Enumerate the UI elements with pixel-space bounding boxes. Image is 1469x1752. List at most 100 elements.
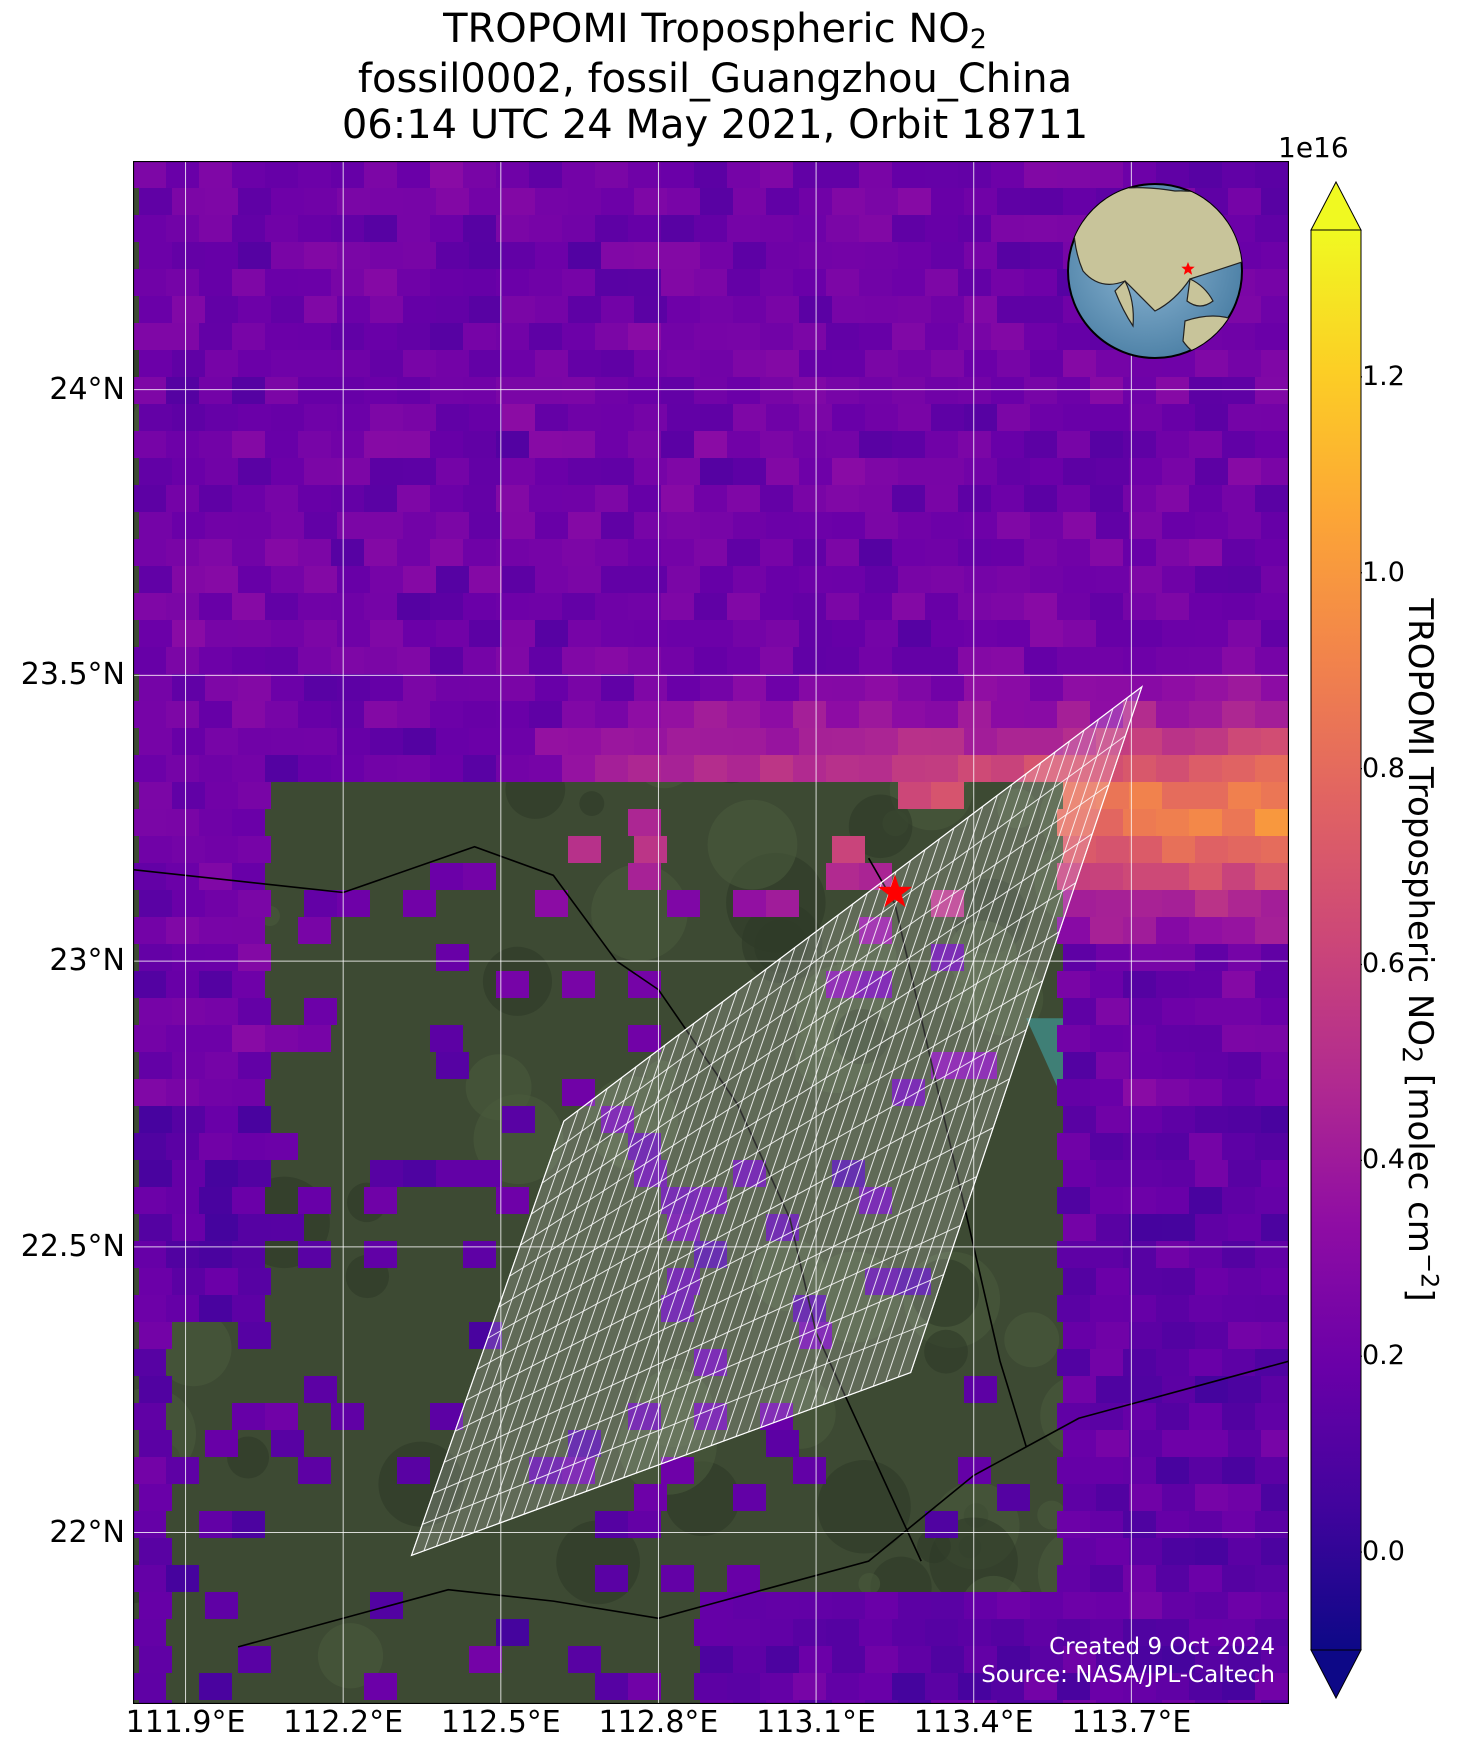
no2-pixel — [397, 1457, 430, 1484]
no2-pixel — [766, 296, 799, 323]
no2-pixel — [535, 188, 568, 215]
no2-pixel — [667, 188, 700, 215]
no2-pixel — [397, 323, 430, 350]
no2-pixel — [430, 755, 463, 782]
no2-pixel — [1090, 1349, 1123, 1376]
no2-pixel — [1096, 836, 1129, 863]
no2-pixel — [205, 1052, 238, 1079]
no2-pixel — [667, 458, 700, 485]
no2-pixel — [964, 728, 997, 755]
no2-pixel — [133, 1457, 166, 1484]
no2-pixel — [700, 566, 733, 593]
no2-pixel — [232, 647, 265, 674]
no2-pixel — [760, 269, 793, 296]
no2-pixel — [1063, 1646, 1096, 1673]
no2-pixel — [958, 755, 991, 782]
no2-pixel — [661, 755, 694, 782]
no2-pixel — [634, 1160, 667, 1187]
no2-pixel — [298, 917, 331, 944]
no2-pixel — [661, 539, 694, 566]
no2-pixel — [502, 188, 535, 215]
no2-pixel — [1030, 1700, 1063, 1704]
no2-pixel — [760, 323, 793, 350]
no2-pixel — [238, 998, 271, 1025]
no2-pixel — [1162, 674, 1195, 701]
no2-pixel — [271, 1430, 304, 1457]
no2-pixel — [139, 1376, 172, 1403]
no2-pixel — [529, 269, 562, 296]
no2-pixel — [133, 593, 166, 620]
no2-pixel — [1156, 647, 1189, 674]
no2-pixel — [337, 674, 370, 701]
no2-pixel — [271, 242, 304, 269]
no2-pixel — [826, 431, 859, 458]
no2-pixel — [1222, 1241, 1255, 1268]
no2-pixel — [436, 404, 469, 431]
no2-pixel — [232, 1025, 265, 1052]
no2-pixel — [1228, 1538, 1261, 1565]
no2-pixel — [1189, 1673, 1222, 1700]
no2-pixel — [700, 458, 733, 485]
no2-pixel — [964, 296, 997, 323]
no2-pixel — [529, 755, 562, 782]
no2-pixel — [304, 998, 337, 1025]
no2-pixel — [199, 917, 232, 944]
no2-pixel — [166, 1457, 199, 1484]
no2-pixel — [661, 485, 694, 512]
footprint-gridline — [541, 784, 1110, 1184]
no2-pixel — [139, 1430, 172, 1457]
no2-pixel — [997, 458, 1030, 485]
no2-pixel — [139, 566, 172, 593]
no2-pixel — [1195, 512, 1228, 539]
no2-pixel — [1261, 1160, 1289, 1187]
no2-pixel — [232, 431, 265, 458]
no2-pixel — [1057, 1079, 1090, 1106]
no2-pixel — [1030, 620, 1063, 647]
no2-pixel — [832, 1646, 865, 1673]
no2-pixel — [496, 161, 529, 188]
no2-pixel — [337, 620, 370, 647]
target-subtitle: fossil0002, fossil_Guangzhou_China — [357, 56, 1073, 102]
no2-pixel — [733, 404, 766, 431]
no2-pixel — [1222, 1511, 1255, 1538]
no2-pixel — [892, 377, 925, 404]
no2-pixel — [1057, 1025, 1090, 1052]
no2-pixel — [1261, 350, 1289, 377]
no2-pixel — [166, 647, 199, 674]
no2-pixel — [595, 431, 628, 458]
no2-pixel — [760, 539, 793, 566]
no2-pixel — [133, 269, 166, 296]
no2-pixel — [760, 485, 793, 512]
no2-pixel — [1195, 1376, 1228, 1403]
no2-pixel — [364, 215, 397, 242]
no2-pixel — [265, 539, 298, 566]
no2-pixel — [1129, 890, 1162, 917]
no2-pixel — [832, 458, 865, 485]
no2-pixel — [1123, 1673, 1156, 1700]
no2-pixel — [469, 566, 502, 593]
no2-pixel — [727, 1673, 760, 1700]
no2-pixel — [964, 512, 997, 539]
no2-pixel — [1228, 1160, 1261, 1187]
no2-pixel — [1261, 1376, 1289, 1403]
no2-pixel — [925, 755, 958, 782]
no2-pixel — [1096, 620, 1129, 647]
no2-pixel — [1162, 620, 1195, 647]
no2-pixel — [304, 890, 337, 917]
no2-pixel — [898, 404, 931, 431]
no2-pixel — [694, 539, 727, 566]
no2-pixel — [1195, 1646, 1228, 1673]
no2-pixel — [133, 1079, 166, 1106]
no2-pixel — [199, 1673, 232, 1700]
no2-pixel — [1222, 1187, 1255, 1214]
no2-pixel — [964, 1592, 997, 1619]
no2-pixel — [1261, 1430, 1289, 1457]
no2-pixel — [892, 755, 925, 782]
no2-pixel — [403, 404, 436, 431]
no2-pixel — [463, 539, 496, 566]
no2-pixel — [991, 1673, 1024, 1700]
no2-pixel — [1222, 485, 1255, 512]
no2-pixel — [502, 620, 535, 647]
no2-pixel — [1195, 350, 1228, 377]
no2-pixel — [370, 242, 403, 269]
